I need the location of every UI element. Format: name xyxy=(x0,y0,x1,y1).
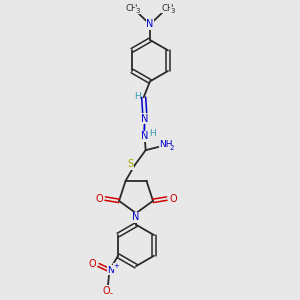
Text: N: N xyxy=(107,266,114,275)
Text: N: N xyxy=(132,212,140,222)
Text: S: S xyxy=(128,159,134,169)
Text: O: O xyxy=(89,259,97,269)
Text: H: H xyxy=(149,129,156,138)
Text: N: N xyxy=(141,114,148,124)
Text: CH: CH xyxy=(126,4,138,13)
Text: CH: CH xyxy=(161,4,173,13)
Text: N: N xyxy=(141,131,148,141)
Text: O: O xyxy=(103,286,110,296)
Text: +: + xyxy=(113,263,119,269)
Text: 3: 3 xyxy=(135,8,140,14)
Text: O: O xyxy=(95,194,103,204)
Text: N: N xyxy=(146,20,154,29)
Text: H: H xyxy=(134,92,141,100)
Text: -: - xyxy=(110,289,113,298)
Text: O: O xyxy=(169,194,177,204)
Text: 3: 3 xyxy=(170,8,175,14)
Text: 2: 2 xyxy=(169,145,174,151)
Text: NH: NH xyxy=(159,140,172,149)
